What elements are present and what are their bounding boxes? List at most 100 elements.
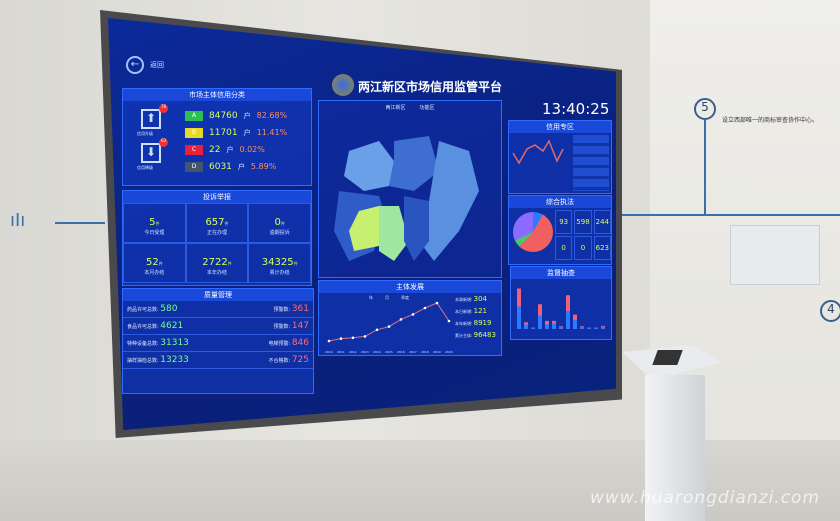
back-arrow-icon: ← xyxy=(126,56,144,74)
district-map[interactable] xyxy=(319,111,503,279)
data-point[interactable] xyxy=(423,306,427,310)
timeline-step: 5 xyxy=(694,98,716,120)
downgrade-arrow-icon[interactable]: ⬇ xyxy=(141,143,161,163)
wall-line xyxy=(55,222,105,224)
grade-count: 6031 xyxy=(209,161,232,172)
stat-value: 8919 xyxy=(473,319,492,327)
stat-label: 累计主体: xyxy=(455,333,473,338)
grade-unit: 户 xyxy=(237,162,245,171)
map-region[interactable] xyxy=(389,136,439,191)
grade-percent: 82.68% xyxy=(256,111,288,120)
bar[interactable] xyxy=(531,328,535,329)
credit-trend-panel: 信用专区 xyxy=(508,120,612,194)
warning-value: 846 xyxy=(291,338,309,348)
bar[interactable] xyxy=(573,320,577,329)
bar[interactable] xyxy=(559,326,563,328)
credit-grade-row[interactable]: B 11701 户 11.41% xyxy=(185,124,287,141)
law-stat[interactable]: 0 xyxy=(555,236,573,260)
credit-grade-row[interactable]: D 6031 户 5.89% xyxy=(185,158,287,175)
x-tick-label: 2020 xyxy=(445,350,453,354)
grade-percent: 5.89% xyxy=(250,162,277,171)
quality-title: 质量管理 xyxy=(123,289,313,301)
chart-legend-item[interactable]: 月 xyxy=(385,295,389,300)
chart-legend-item[interactable]: 年 xyxy=(369,295,373,300)
law-stat[interactable]: 0 xyxy=(574,236,592,260)
bar[interactable] xyxy=(573,314,577,320)
bar[interactable] xyxy=(587,328,591,329)
inspection-bar-chart xyxy=(517,288,605,330)
data-point[interactable] xyxy=(411,313,415,316)
back-button[interactable]: ← 返回 xyxy=(126,56,164,74)
credit-grade-row[interactable]: C 22 户 0.02% xyxy=(185,141,287,158)
bar[interactable] xyxy=(545,324,549,330)
bar[interactable] xyxy=(552,323,556,329)
credit-grade-row[interactable]: A 84760 户 82.68% xyxy=(185,107,287,124)
bar[interactable] xyxy=(545,320,549,325)
bar[interactable] xyxy=(517,288,521,307)
upgrade-arrow-icon[interactable]: ⬆ xyxy=(141,109,161,129)
complaint-stat[interactable]: 5件 今日受理 xyxy=(123,203,186,243)
data-point[interactable] xyxy=(327,339,331,343)
complaint-stat[interactable]: 2722件 本年办结 xyxy=(185,243,249,283)
map-region[interactable] xyxy=(379,206,409,261)
quality-row: 食品许可总数: 4621 预警数: 147 xyxy=(123,318,313,335)
downgrade-label: 信用降级 xyxy=(137,165,153,170)
bar[interactable] xyxy=(580,327,584,329)
map-region[interactable] xyxy=(344,141,394,191)
law-stat[interactable]: 93 xyxy=(555,210,573,234)
bar[interactable] xyxy=(601,326,605,329)
trend-list xyxy=(573,135,609,191)
bar[interactable] xyxy=(552,320,556,324)
stat-value: 2722 xyxy=(202,257,228,268)
data-point[interactable] xyxy=(387,325,391,328)
map-region[interactable] xyxy=(404,196,429,261)
inspection-panel: 监督抽查 xyxy=(510,266,612,340)
grade-unit: 户 xyxy=(243,111,251,120)
data-point[interactable] xyxy=(435,301,439,305)
complaint-stat[interactable]: 0件 逾期投诉 xyxy=(248,203,311,243)
bar[interactable] xyxy=(538,315,542,330)
complaint-stat[interactable]: 34325件 累计办结 xyxy=(248,243,311,283)
data-point[interactable] xyxy=(447,319,451,323)
x-tick-label: 2018 xyxy=(421,350,429,354)
bar[interactable] xyxy=(538,304,542,316)
stat-unit: 件 xyxy=(227,261,232,266)
complaint-stat[interactable]: 657件 正在办理 xyxy=(185,203,249,243)
bar[interactable] xyxy=(566,311,570,329)
bar[interactable] xyxy=(559,327,563,329)
trend-title: 信用专区 xyxy=(509,121,611,133)
law-stat[interactable]: 598 xyxy=(574,210,592,234)
quality-value: 31313 xyxy=(160,338,189,348)
map-region[interactable] xyxy=(419,141,479,261)
chart-legend-item[interactable]: 季度 xyxy=(401,295,409,300)
quality-label: 药品许可总数: xyxy=(127,307,159,313)
x-tick-label: 2010 xyxy=(325,350,333,354)
bar[interactable] xyxy=(524,324,528,330)
bar[interactable] xyxy=(594,328,598,329)
complaints-panel: 投诉举报 5件 今日受理 657件 正在办理 0件 逾期投诉 52件 本月办结 2722件 本年办… xyxy=(122,190,312,286)
grade-percent: 11.41% xyxy=(256,128,288,137)
data-point[interactable] xyxy=(375,328,379,332)
law-stat[interactable]: 244 xyxy=(593,210,611,234)
stat-label: 累计办结 xyxy=(269,270,290,276)
bar[interactable] xyxy=(517,306,521,330)
stat-label: 逾期投诉 xyxy=(269,230,290,236)
data-point[interactable] xyxy=(363,335,367,338)
law-stat[interactable]: 623 xyxy=(593,236,611,260)
timeline-line xyxy=(704,120,706,215)
quality-row: 药品许可总数: 580 预警数: 361 xyxy=(123,301,313,318)
emblem-icon xyxy=(332,74,354,96)
bar[interactable] xyxy=(524,322,528,325)
grade-unit: 户 xyxy=(226,145,234,154)
map-legend-item[interactable]: 功能区 xyxy=(419,105,435,111)
page-title: 两江新区市场信用监管平台 xyxy=(358,80,503,94)
bar[interactable] xyxy=(566,295,570,311)
map-legend-item[interactable]: 两江新区 xyxy=(385,105,406,111)
data-point[interactable] xyxy=(351,336,355,340)
upgrade-label: 信用升级 xyxy=(137,131,153,136)
bar[interactable] xyxy=(580,326,584,328)
data-point[interactable] xyxy=(399,318,403,321)
complaint-stat[interactable]: 52件 本月办结 xyxy=(123,243,186,283)
data-point[interactable] xyxy=(339,337,343,340)
bar[interactable] xyxy=(601,325,605,327)
